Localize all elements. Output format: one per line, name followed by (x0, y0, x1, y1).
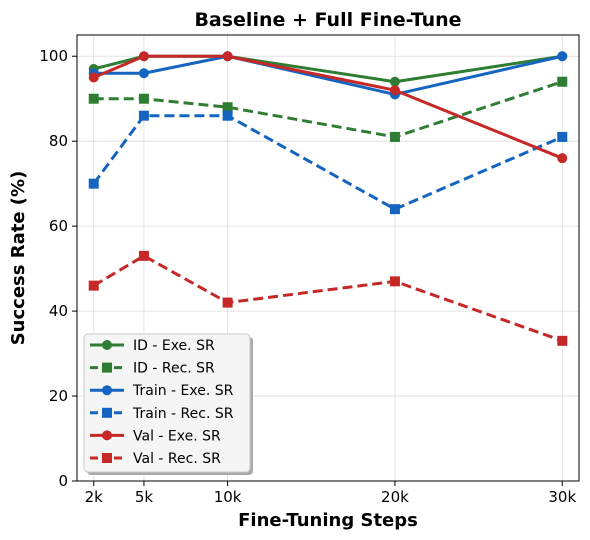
data-point (88, 280, 99, 291)
series-line (92, 254, 563, 343)
data-point (389, 85, 400, 96)
data-point (138, 51, 149, 62)
data-point (389, 76, 400, 87)
data-point (222, 102, 233, 113)
legend-label: ID - Rec. SR (133, 361, 215, 377)
data-point (557, 131, 568, 142)
legend-label: Train - Rec. SR (132, 406, 234, 422)
data-point (138, 93, 149, 104)
series (88, 51, 568, 164)
legend: ID - Exe. SR ID - Rec. SR Train - Exe. SR T… (83, 333, 253, 475)
y-tick-label: 80 (49, 132, 68, 150)
data-point (557, 51, 568, 62)
legend-marker (102, 385, 112, 396)
data-point (389, 131, 400, 142)
data-point (88, 72, 99, 83)
legend-item: Val - Rec. SR (90, 451, 221, 467)
legend-item: Train - Exe. SR (90, 383, 234, 399)
data-point (389, 276, 400, 287)
legend-box (83, 333, 251, 473)
x-axis-label: Fine-Tuning Steps (238, 510, 418, 531)
plot-frame (76, 34, 580, 482)
x-tick-label: 2k (85, 488, 104, 506)
x-tick-label: 5k (135, 488, 154, 506)
legend-marker (102, 340, 112, 350)
legend-item: ID - Exe. SR (90, 338, 215, 354)
y-tick-label: 100 (39, 47, 68, 65)
data-point (222, 297, 233, 308)
y-tick-label: 40 (49, 302, 68, 320)
legend-label: Train - Exe. SR (132, 383, 234, 399)
data-point (389, 204, 400, 215)
legend-marker (102, 362, 112, 373)
data-point (138, 68, 149, 79)
y-tick-label: 0 (58, 472, 68, 490)
data-point (557, 153, 568, 164)
legend-label: Val - Rec. SR (133, 451, 221, 467)
series (88, 250, 568, 346)
x-tick-label: 10k (214, 488, 242, 506)
data-point (222, 51, 233, 62)
data-point (138, 250, 149, 261)
data-point (138, 110, 149, 121)
legend-marker (102, 407, 112, 418)
series (88, 110, 568, 215)
x-tick-label: 20k (381, 488, 409, 506)
data-point (557, 76, 568, 87)
x-tick-label: 30k (548, 488, 576, 506)
legend-marker (102, 430, 112, 441)
data-point (222, 110, 233, 121)
legend-label: ID - Exe. SR (133, 338, 215, 354)
y-tick-label: 60 (49, 217, 68, 235)
legend-item: Val - Exe. SR (90, 428, 221, 444)
series-line (93, 80, 563, 139)
axis-ticks: 0 20 40 60 80 100 2k 5k 10k 20k 30k (39, 47, 576, 506)
series-group (88, 51, 568, 346)
series (88, 76, 568, 142)
legend-label: Val - Exe. SR (133, 428, 221, 444)
data-point (88, 178, 99, 189)
data-point (557, 335, 568, 346)
chart-title: Baseline + Full Fine-Tune (194, 9, 461, 31)
y-tick-label: 20 (49, 387, 68, 405)
y-axis-label: Success Rate (%) (8, 171, 29, 346)
data-point (88, 93, 99, 104)
legend-marker (102, 453, 112, 463)
legend-item: ID - Rec. SR (90, 361, 215, 377)
legend-item: Train - Rec. SR (90, 406, 234, 422)
